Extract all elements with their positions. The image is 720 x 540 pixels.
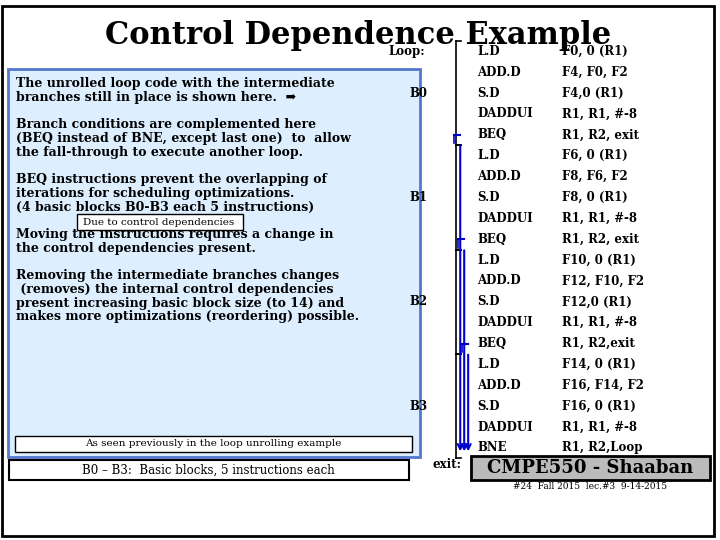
Text: S.D: S.D: [477, 191, 500, 204]
Text: ADD.D: ADD.D: [477, 66, 521, 79]
Text: F4, F0, F2: F4, F0, F2: [562, 66, 627, 79]
Text: As seen previously in the loop unrolling example: As seen previously in the loop unrolling…: [85, 440, 341, 448]
Text: R1, R2, exit: R1, R2, exit: [562, 129, 639, 141]
FancyBboxPatch shape: [8, 69, 420, 457]
FancyBboxPatch shape: [76, 214, 243, 230]
Text: R1, R1, #-8: R1, R1, #-8: [562, 212, 636, 225]
Text: L.D: L.D: [477, 358, 500, 371]
Text: DADDUI: DADDUI: [477, 421, 533, 434]
Text: ADD.D: ADD.D: [477, 170, 521, 183]
Text: B3: B3: [409, 400, 428, 413]
Text: BNE: BNE: [477, 441, 507, 455]
Text: #24  Fall 2015  lec.#3  9-14-2015: #24 Fall 2015 lec.#3 9-14-2015: [513, 482, 667, 491]
Text: BEQ: BEQ: [477, 233, 506, 246]
FancyBboxPatch shape: [9, 460, 408, 480]
Text: (removes) the internal control dependencies: (removes) the internal control dependenc…: [16, 283, 333, 296]
Text: branches still in place is shown here.  ➡: branches still in place is shown here. ➡: [16, 91, 296, 104]
Text: present increasing basic block size (to 14) and: present increasing basic block size (to …: [16, 296, 344, 309]
Text: R1, R1, #-8: R1, R1, #-8: [562, 421, 636, 434]
Text: F4,0 (R1): F4,0 (R1): [562, 86, 624, 99]
Text: F16, F14, F2: F16, F14, F2: [562, 379, 644, 392]
Text: F16, 0 (R1): F16, 0 (R1): [562, 400, 636, 413]
Text: L.D: L.D: [477, 45, 500, 58]
Text: Due to control dependencies: Due to control dependencies: [84, 218, 235, 227]
Text: Control Dependence Example: Control Dependence Example: [104, 19, 611, 51]
Text: Removing the intermediate branches changes: Removing the intermediate branches chang…: [16, 269, 339, 282]
Text: DADDUI: DADDUI: [477, 212, 533, 225]
Text: F12, F10, F2: F12, F10, F2: [562, 274, 644, 287]
Text: (BEQ instead of BNE, except last one)  to  allow: (BEQ instead of BNE, except last one) to…: [16, 132, 351, 145]
FancyBboxPatch shape: [471, 456, 710, 480]
Text: Branch conditions are complemented here: Branch conditions are complemented here: [16, 118, 316, 131]
Text: F6, 0 (R1): F6, 0 (R1): [562, 149, 627, 162]
Text: R1, R1, #-8: R1, R1, #-8: [562, 316, 636, 329]
Text: BEQ: BEQ: [477, 337, 506, 350]
Text: DADDUI: DADDUI: [477, 316, 533, 329]
Text: R1, R2,exit: R1, R2,exit: [562, 337, 634, 350]
Text: S.D: S.D: [477, 295, 500, 308]
Text: makes more optimizations (reordering) possible.: makes more optimizations (reordering) po…: [16, 310, 359, 323]
Text: B0 – B3:  Basic blocks, 5 instructions each: B0 – B3: Basic blocks, 5 instructions ea…: [82, 463, 335, 476]
FancyBboxPatch shape: [15, 436, 412, 452]
Text: B0: B0: [410, 86, 428, 99]
Text: (4 basic blocks B0-B3 each 5 instructions): (4 basic blocks B0-B3 each 5 instruction…: [16, 201, 314, 214]
Text: L.D: L.D: [477, 254, 500, 267]
Text: S.D: S.D: [477, 400, 500, 413]
Text: R1, R2, exit: R1, R2, exit: [562, 233, 639, 246]
Text: BEQ: BEQ: [477, 129, 506, 141]
Text: R1, R1, #-8: R1, R1, #-8: [562, 107, 636, 120]
Text: CMPE550 - Shaaban: CMPE550 - Shaaban: [487, 459, 693, 477]
Text: F10, 0 (R1): F10, 0 (R1): [562, 254, 636, 267]
Text: DADDUI: DADDUI: [477, 107, 533, 120]
Text: F8, 0 (R1): F8, 0 (R1): [562, 191, 627, 204]
Text: BEQ instructions prevent the overlapping of: BEQ instructions prevent the overlapping…: [16, 173, 327, 186]
Text: S.D: S.D: [477, 86, 500, 99]
Text: the fall-through to execute another loop.: the fall-through to execute another loop…: [16, 146, 303, 159]
Text: iterations for scheduling optimizations.: iterations for scheduling optimizations.: [16, 187, 294, 200]
Text: F0, 0 (R1): F0, 0 (R1): [562, 45, 627, 58]
Text: F8, F6, F2: F8, F6, F2: [562, 170, 627, 183]
Text: the control dependencies present.: the control dependencies present.: [16, 242, 256, 255]
Text: The unrolled loop code with the intermediate: The unrolled loop code with the intermed…: [16, 77, 335, 90]
Text: R1, R2,Loop: R1, R2,Loop: [562, 441, 642, 455]
Text: B1: B1: [410, 191, 428, 204]
Text: ADD.D: ADD.D: [477, 274, 521, 287]
Text: Loop:: Loop:: [389, 45, 426, 58]
Text: F12,0 (R1): F12,0 (R1): [562, 295, 631, 308]
Text: exit:: exit:: [433, 458, 462, 471]
Text: B2: B2: [409, 295, 428, 308]
Text: ADD.D: ADD.D: [477, 379, 521, 392]
Text: Moving the instructions requires a change in: Moving the instructions requires a chang…: [16, 228, 333, 241]
Text: L.D: L.D: [477, 149, 500, 162]
Text: F14, 0 (R1): F14, 0 (R1): [562, 358, 636, 371]
